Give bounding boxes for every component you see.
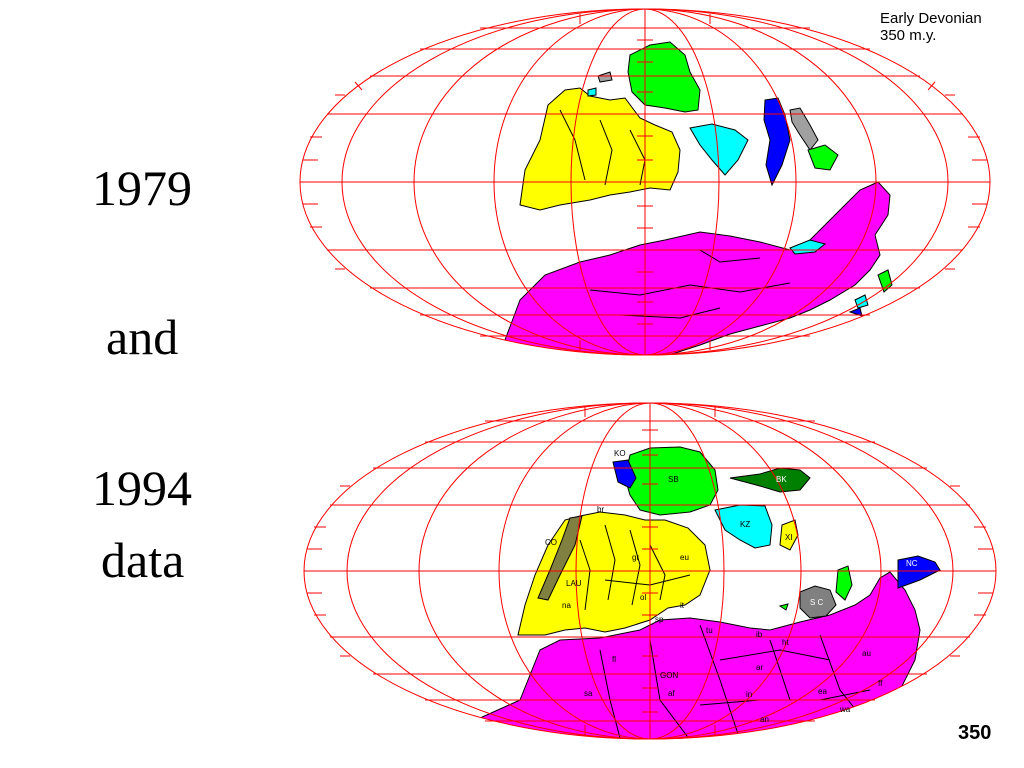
bottom-xi [779, 519, 799, 551]
top-laurentia [519, 87, 681, 211]
region-label-tu: tu [706, 626, 713, 635]
region-label-br: br [597, 505, 604, 514]
page-number: 350 [958, 722, 992, 744]
region-label-it: it [680, 601, 685, 610]
top-north-china [763, 97, 791, 187]
region-label-nc: NC [906, 559, 918, 568]
region-label-sa: sa [584, 689, 593, 698]
region-label-gr: gr [632, 553, 639, 562]
region-label-ant: an [760, 715, 769, 724]
top-continents [504, 41, 893, 355]
bottom-ko [612, 459, 637, 489]
bottom-bk [729, 467, 811, 493]
map-title-period: Early Devonian [880, 10, 982, 27]
region-label-sp: sp [655, 615, 664, 624]
label-1994: 1994 [92, 460, 192, 516]
label-1979: 1979 [92, 160, 192, 216]
top-south-china [789, 107, 819, 151]
top-map-1979 [299, 8, 991, 356]
region-label-kz: KZ [740, 520, 750, 529]
region-label-fl: fl [612, 655, 616, 664]
region-label-sb: SB [668, 475, 679, 484]
bottom-map-1994: KO SB BK br KZ XI CO gr eu LAU ol na NC … [303, 402, 997, 740]
region-label-na: na [562, 601, 571, 610]
region-label-ar: ar [756, 663, 763, 672]
top-graticule [299, 8, 991, 356]
top-kazakhstan [689, 123, 749, 176]
region-label-af: af [668, 689, 675, 698]
bottom-continents [478, 446, 941, 739]
region-label-gon: GON [660, 671, 678, 680]
region-label-ht: ht [782, 638, 789, 647]
bottom-sc [799, 585, 837, 619]
region-label-ib: ib [756, 630, 763, 639]
map-title-age: 350 m.y. [880, 27, 937, 44]
top-ticks [300, 14, 990, 350]
top-siberia [627, 41, 701, 113]
bottom-laurentia [517, 511, 711, 636]
bottom-ticks [304, 407, 996, 735]
region-label-co: CO [545, 538, 557, 547]
bottom-small-green [835, 565, 853, 601]
bottom-region-labels: KO SB BK br KZ XI CO gr eu LAU ol na NC … [545, 449, 918, 724]
region-label-eu: eu [680, 553, 689, 562]
top-gondwana [504, 181, 891, 355]
label-and: and [106, 309, 179, 365]
region-label-lau: LAU [566, 579, 582, 588]
bottom-nc [897, 555, 941, 589]
region-label-wa: wa [839, 705, 851, 714]
region-label-bk: BK [776, 475, 787, 484]
region-label-ko: KO [614, 449, 626, 458]
label-data: data [101, 532, 185, 588]
top-small-green [807, 144, 839, 171]
region-label-ff: ff [878, 679, 883, 688]
region-label-ol: ol [640, 593, 646, 602]
region-label-xi: XI [785, 533, 793, 542]
bottom-graticule [303, 402, 997, 740]
region-label-sc: S C [810, 598, 824, 607]
region-label-ea: ea [818, 687, 827, 696]
map-title: Early Devonian 350 m.y. [880, 10, 982, 44]
region-label-in: in [746, 690, 752, 699]
bottom-co [537, 515, 583, 601]
region-label-au: au [862, 649, 871, 658]
